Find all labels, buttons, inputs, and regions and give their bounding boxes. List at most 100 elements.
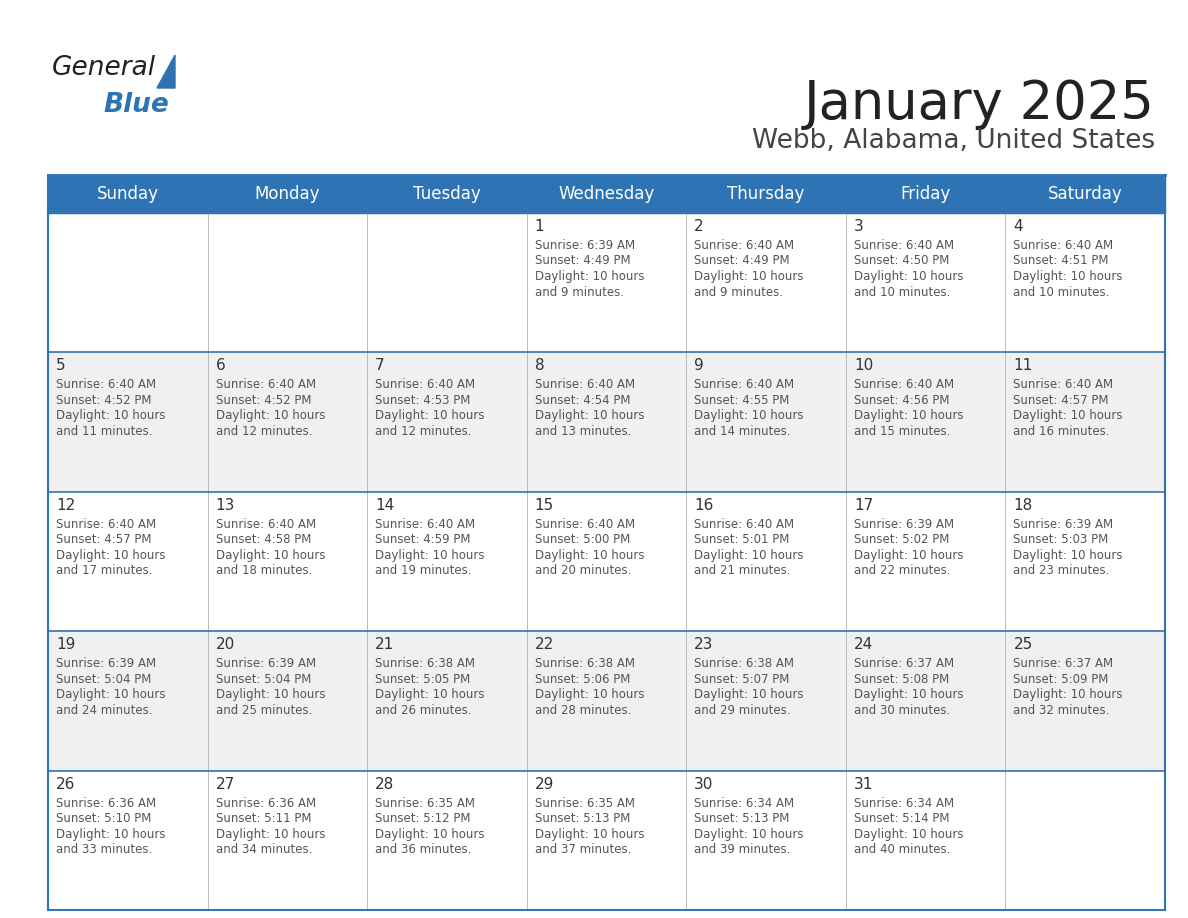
Text: Sunset: 5:02 PM: Sunset: 5:02 PM <box>854 533 949 546</box>
Text: and 37 minutes.: and 37 minutes. <box>535 843 631 856</box>
Text: 31: 31 <box>854 777 873 791</box>
Bar <box>367 492 526 632</box>
Text: Sunrise: 6:39 AM: Sunrise: 6:39 AM <box>56 657 156 670</box>
Text: Daylight: 10 hours: Daylight: 10 hours <box>1013 409 1123 422</box>
Text: Sunset: 4:53 PM: Sunset: 4:53 PM <box>375 394 470 407</box>
Bar <box>48 213 208 353</box>
Text: and 34 minutes.: and 34 minutes. <box>215 843 312 856</box>
Text: Sunset: 4:57 PM: Sunset: 4:57 PM <box>56 533 152 546</box>
Text: Daylight: 10 hours: Daylight: 10 hours <box>56 688 165 701</box>
Bar <box>367 353 526 492</box>
Text: Sunrise: 6:38 AM: Sunrise: 6:38 AM <box>535 657 634 670</box>
Text: Sunset: 5:13 PM: Sunset: 5:13 PM <box>694 812 790 825</box>
Text: Sunrise: 6:40 AM: Sunrise: 6:40 AM <box>535 518 634 531</box>
Text: Daylight: 10 hours: Daylight: 10 hours <box>535 828 644 841</box>
Text: 1: 1 <box>535 219 544 234</box>
Bar <box>367 632 526 770</box>
Text: Sunset: 5:07 PM: Sunset: 5:07 PM <box>694 673 790 686</box>
Bar <box>687 632 846 770</box>
Text: 9: 9 <box>694 358 704 374</box>
Text: and 25 minutes.: and 25 minutes. <box>215 704 312 717</box>
Bar <box>1005 353 1165 492</box>
Text: Sunset: 5:03 PM: Sunset: 5:03 PM <box>1013 533 1108 546</box>
Text: 17: 17 <box>854 498 873 513</box>
Text: Thursday: Thursday <box>727 185 804 203</box>
Text: Sunset: 4:55 PM: Sunset: 4:55 PM <box>694 394 790 407</box>
Text: Daylight: 10 hours: Daylight: 10 hours <box>56 828 165 841</box>
Text: General: General <box>52 55 156 81</box>
Text: Sunrise: 6:39 AM: Sunrise: 6:39 AM <box>215 657 316 670</box>
Text: Sunset: 4:50 PM: Sunset: 4:50 PM <box>854 254 949 267</box>
Text: and 12 minutes.: and 12 minutes. <box>215 425 312 438</box>
Bar <box>526 770 687 910</box>
Text: 14: 14 <box>375 498 394 513</box>
Text: and 28 minutes.: and 28 minutes. <box>535 704 631 717</box>
Text: Daylight: 10 hours: Daylight: 10 hours <box>854 549 963 562</box>
Text: Daylight: 10 hours: Daylight: 10 hours <box>375 549 485 562</box>
Text: and 26 minutes.: and 26 minutes. <box>375 704 472 717</box>
Text: Sunrise: 6:34 AM: Sunrise: 6:34 AM <box>694 797 795 810</box>
Bar <box>846 353 1005 492</box>
Text: Sunset: 4:59 PM: Sunset: 4:59 PM <box>375 533 470 546</box>
Text: Sunset: 5:10 PM: Sunset: 5:10 PM <box>56 812 151 825</box>
Text: 6: 6 <box>215 358 226 374</box>
Text: 13: 13 <box>215 498 235 513</box>
Text: Daylight: 10 hours: Daylight: 10 hours <box>1013 688 1123 701</box>
Bar <box>1005 492 1165 632</box>
Text: Sunset: 5:13 PM: Sunset: 5:13 PM <box>535 812 630 825</box>
Text: Sunset: 5:08 PM: Sunset: 5:08 PM <box>854 673 949 686</box>
Text: 18: 18 <box>1013 498 1032 513</box>
Text: and 40 minutes.: and 40 minutes. <box>854 843 950 856</box>
Text: Sunset: 5:00 PM: Sunset: 5:00 PM <box>535 533 630 546</box>
Text: Daylight: 10 hours: Daylight: 10 hours <box>854 688 963 701</box>
Bar <box>48 492 208 632</box>
Text: Sunrise: 6:40 AM: Sunrise: 6:40 AM <box>854 239 954 252</box>
Text: and 24 minutes.: and 24 minutes. <box>56 704 152 717</box>
Bar <box>687 213 846 353</box>
Text: Sunrise: 6:40 AM: Sunrise: 6:40 AM <box>854 378 954 391</box>
Text: 3: 3 <box>854 219 864 234</box>
Bar <box>367 213 526 353</box>
Text: Sunset: 4:52 PM: Sunset: 4:52 PM <box>215 394 311 407</box>
Text: Daylight: 10 hours: Daylight: 10 hours <box>535 549 644 562</box>
Text: Daylight: 10 hours: Daylight: 10 hours <box>375 409 485 422</box>
Text: and 39 minutes.: and 39 minutes. <box>694 843 791 856</box>
Text: Sunset: 4:51 PM: Sunset: 4:51 PM <box>1013 254 1108 267</box>
Text: Daylight: 10 hours: Daylight: 10 hours <box>535 270 644 283</box>
Text: and 13 minutes.: and 13 minutes. <box>535 425 631 438</box>
Bar <box>687 492 846 632</box>
Text: Sunrise: 6:40 AM: Sunrise: 6:40 AM <box>1013 239 1113 252</box>
Text: and 14 minutes.: and 14 minutes. <box>694 425 791 438</box>
Bar <box>526 353 687 492</box>
Text: and 10 minutes.: and 10 minutes. <box>854 285 950 298</box>
Text: Daylight: 10 hours: Daylight: 10 hours <box>535 409 644 422</box>
Text: Sunrise: 6:40 AM: Sunrise: 6:40 AM <box>56 378 156 391</box>
Text: and 36 minutes.: and 36 minutes. <box>375 843 472 856</box>
Text: 11: 11 <box>1013 358 1032 374</box>
Text: Daylight: 10 hours: Daylight: 10 hours <box>375 688 485 701</box>
Text: Daylight: 10 hours: Daylight: 10 hours <box>694 409 804 422</box>
Text: 16: 16 <box>694 498 714 513</box>
Text: and 16 minutes.: and 16 minutes. <box>1013 425 1110 438</box>
Bar <box>208 353 367 492</box>
Bar <box>526 213 687 353</box>
Text: 27: 27 <box>215 777 235 791</box>
Bar <box>48 632 208 770</box>
Bar <box>208 492 367 632</box>
Text: Sunrise: 6:35 AM: Sunrise: 6:35 AM <box>535 797 634 810</box>
Text: Friday: Friday <box>901 185 950 203</box>
Bar <box>526 632 687 770</box>
Text: Daylight: 10 hours: Daylight: 10 hours <box>215 688 326 701</box>
Text: Daylight: 10 hours: Daylight: 10 hours <box>215 549 326 562</box>
Text: Sunset: 5:11 PM: Sunset: 5:11 PM <box>215 812 311 825</box>
Text: 26: 26 <box>56 777 75 791</box>
Text: Sunrise: 6:40 AM: Sunrise: 6:40 AM <box>215 518 316 531</box>
Text: and 11 minutes.: and 11 minutes. <box>56 425 152 438</box>
Text: 10: 10 <box>854 358 873 374</box>
Text: Sunrise: 6:37 AM: Sunrise: 6:37 AM <box>854 657 954 670</box>
Text: Sunrise: 6:39 AM: Sunrise: 6:39 AM <box>535 239 634 252</box>
Text: Blue: Blue <box>103 92 169 118</box>
Bar <box>48 770 208 910</box>
Text: 25: 25 <box>1013 637 1032 652</box>
Text: Daylight: 10 hours: Daylight: 10 hours <box>215 828 326 841</box>
